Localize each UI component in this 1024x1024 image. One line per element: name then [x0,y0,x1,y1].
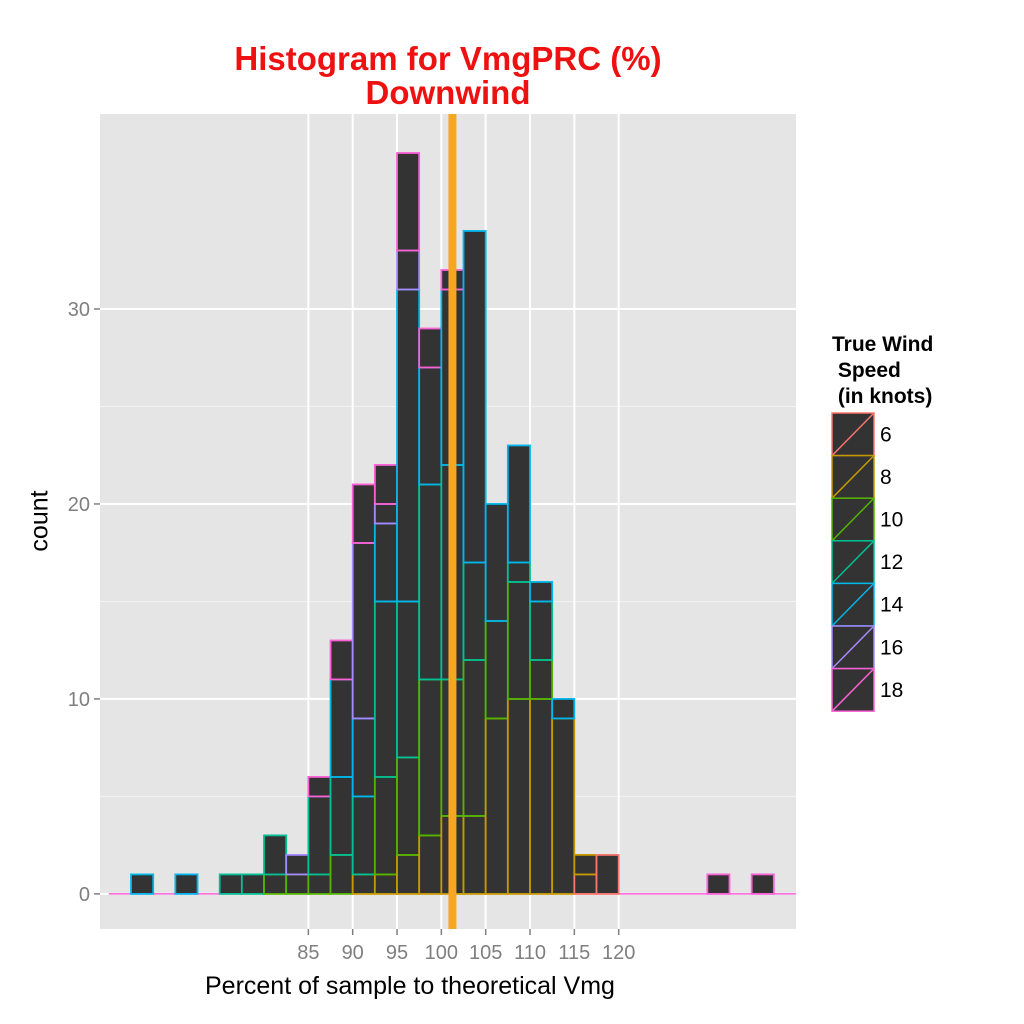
bar-segment [484,717,509,895]
bar-segment [329,776,354,856]
legend-label: 10 [880,509,903,532]
bar-segment [351,873,376,895]
bar-segment [462,561,487,661]
bar-segment [573,854,598,876]
bar-segment [573,873,598,895]
bar-segment [285,854,310,876]
x-tick-label: 120 [602,942,635,964]
legend-label: 18 [880,679,903,702]
y-tick-label: 20 [68,494,90,516]
legend-label: 8 [880,466,892,489]
bar-segment [174,873,199,895]
bar-segment [462,659,487,817]
bar-segment [307,795,332,876]
bar-segment [396,600,421,759]
bar-segment [396,249,421,291]
bar-segment [307,776,332,798]
legend-key-diagonal [832,669,874,711]
legend-key-diagonal [832,498,874,541]
legend-key-diagonal [832,626,874,669]
chart-title: Histogram for VmgPRC (%) [234,40,662,77]
bar-segment [418,483,443,681]
bar-segment [263,873,288,895]
y-axis-title: count [25,490,54,552]
bar-segment [529,698,554,895]
legend-label: 12 [880,551,903,574]
bar-segment [396,152,421,252]
bar-segment [351,795,376,876]
bar-segment [462,815,487,895]
bar-segment [329,854,354,895]
x-tick-label: 115 [558,942,590,964]
bar-segment [418,834,443,895]
bar-segment [595,854,620,895]
x-tick-label: 95 [386,942,408,964]
x-tick-label: 100 [425,942,458,964]
x-tick-label: 110 [514,942,546,964]
axis-ticks: 0 10 20 30 85 90 95 100 105 110 115 120 [68,299,636,964]
bar-segment [329,678,354,778]
bar-segment [484,620,509,720]
y-tick-label: 30 [68,299,90,321]
bar-segment [307,873,332,895]
y-tick-label: 10 [68,689,90,711]
bar-segment [351,717,376,798]
y-tick-label: 0 [79,884,90,906]
bar-segment [396,288,421,603]
legend-label: 16 [880,636,903,659]
x-axis-title: Percent of sample to theoretical Vmg [205,972,615,1000]
bar-segment [373,522,398,603]
bar-segment [551,717,576,895]
bar-segment [462,230,487,564]
bar-segment [551,698,576,720]
legend-label: 14 [880,594,904,617]
bar-segment [529,600,554,661]
bar-segment [506,561,531,583]
legend-key-diagonal [832,541,874,583]
x-tick-label: 105 [469,942,502,964]
bar-segment [373,873,398,895]
bar-segment [529,581,554,603]
legend-label: 6 [880,423,892,446]
bar-segment [506,698,531,895]
bar-segment [373,503,398,525]
bar-segment [706,873,731,895]
legend-key-diagonal [832,456,874,498]
bar-segment [529,659,554,700]
bar-segment [418,327,443,369]
bar-segment [285,873,310,895]
bar-segment [351,542,376,720]
bar-segment [373,776,398,876]
bar-segment [506,444,531,564]
bar-segment [484,503,509,622]
bar-segment [396,756,421,856]
bar-segment [418,678,443,837]
legend-title: True Wind Speed (in knots) [832,333,934,408]
legend-key-diagonal [832,413,874,456]
bar-segment [506,581,531,700]
bar-segment [750,873,775,895]
bar-segment [218,873,243,895]
bar-segment [240,873,265,895]
x-tick-label: 90 [342,942,364,964]
x-tick-label: 85 [297,942,319,964]
bar-segment [396,854,421,895]
bar-segment [263,834,288,876]
legend: 6 8 10 12 14 16 18 [831,412,904,712]
bar-segment [373,464,398,505]
bar-segment [373,600,398,778]
chart-subtitle: Downwind [365,74,531,111]
bar-segment [418,366,443,486]
legend-key-diagonal [832,583,874,626]
bar-segment [130,873,155,895]
bar-segment [329,639,354,681]
bar-segment [351,483,376,544]
